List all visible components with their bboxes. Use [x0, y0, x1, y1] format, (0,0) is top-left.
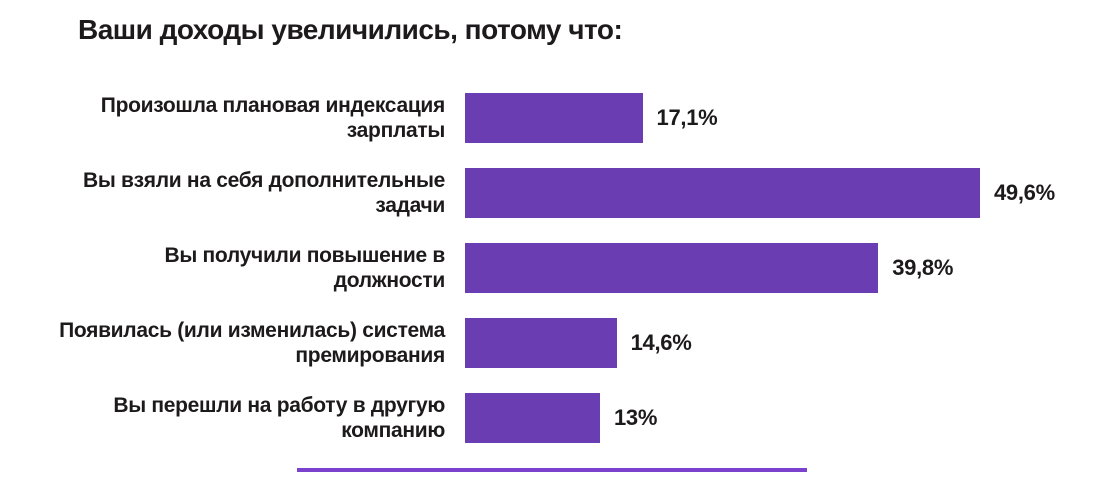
category-label: Появилась (или изменилась) система преми… [59, 319, 445, 367]
bar-row: Вы перешли на работу в другую компанию 1… [48, 393, 1088, 443]
bar-row: Произошла плановая индексация зарплаты 1… [48, 93, 1088, 143]
bar [465, 168, 980, 218]
category-label: Вы получили повышение в должности [164, 244, 445, 292]
bar [465, 393, 600, 443]
bar-track: 49,6% [465, 168, 1055, 218]
value-label: 17,1% [656, 105, 718, 130]
bar-track: 14,6% [465, 318, 980, 368]
bar-track: 13% [465, 393, 980, 443]
value-label: 49,6% [994, 180, 1055, 205]
bar-track: 39,8% [465, 243, 980, 293]
bar-row: Появилась (или изменилась) система преми… [48, 318, 1088, 368]
value-label: 13% [613, 405, 658, 430]
category-label: Произошла плановая индексация зарплаты [100, 94, 446, 142]
bar-row: Вы получили повышение в должности 39,8% [48, 243, 1088, 293]
category-label: Вы взяли на себя дополнительные задачи [83, 169, 445, 217]
value-label: 14,6% [630, 330, 692, 355]
bottom-divider [297, 468, 807, 472]
chart-title: Ваши доходы увеличились, потому что: [78, 14, 623, 45]
bar-rows: Произошла плановая индексация зарплаты 1… [48, 93, 1088, 443]
category-label: Вы перешли на работу в другую компанию [113, 394, 445, 442]
bar-track: 17,1% [465, 93, 980, 143]
bar [465, 243, 879, 293]
bar [465, 93, 643, 143]
bar [465, 318, 617, 368]
value-label: 39,8% [892, 255, 954, 280]
bar-row: Вы взяли на себя дополнительные задачи 4… [48, 168, 1088, 218]
